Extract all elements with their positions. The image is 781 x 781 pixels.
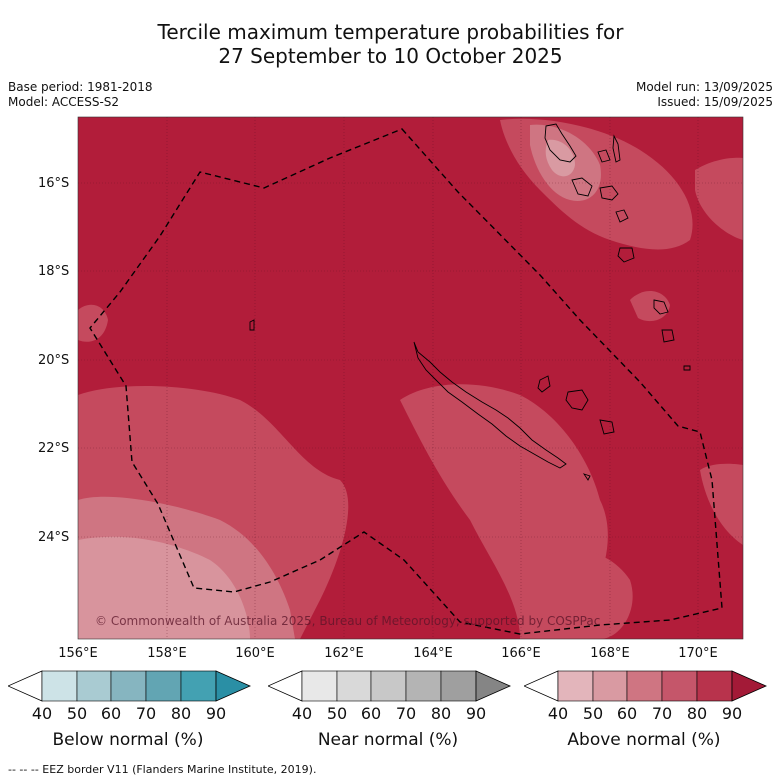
cbar-near-seg-1 [301, 670, 338, 702]
vanuatu-tanna [653, 299, 669, 315]
cbar-above-seg-5 [696, 670, 733, 702]
small-islet-1 [683, 365, 691, 371]
model-run: Model run: 13/09/2025 [635, 80, 773, 94]
cbar-above-seg-1 [557, 670, 594, 702]
cbar-above-label: Above normal (%) [567, 730, 721, 750]
cbar-above-min-tip [524, 670, 559, 702]
tick: 80 [170, 704, 192, 723]
title-line-1: Tercile maximum temperature probabilitie… [157, 20, 624, 44]
cbar-below-min-tip [8, 670, 43, 702]
loyalty-island-2 [565, 389, 589, 411]
base-period: Base period: 1981-2018 [8, 80, 153, 94]
zone-above-50 [78, 536, 250, 639]
small-islet-2 [582, 473, 591, 481]
issued-date: Issued: 15/09/2025 [657, 95, 773, 109]
tick: 60 [360, 704, 382, 723]
land-outlines [249, 123, 691, 481]
meta-left: Base period: 1981-2018 Model: ACCESS-S2 [8, 80, 153, 110]
vanuatu-pentecost [597, 149, 611, 163]
loyalty-island-3 [599, 419, 615, 435]
zone-se-edge-70 [700, 463, 743, 545]
lat-label-16s: 16°S [38, 176, 70, 191]
lon-label-156e: 156°E [58, 646, 98, 661]
cbar-above-seg-2 [592, 670, 628, 702]
cbar-below-max-tip [215, 670, 251, 702]
tick: 80 [430, 704, 452, 723]
cbar-below-seg-1 [41, 670, 78, 702]
tick: 60 [616, 704, 638, 723]
colorbar-near-normal [268, 670, 511, 702]
title-line-2: 27 September to 10 October 2025 [218, 44, 563, 68]
cbar-above-max-tip [731, 670, 767, 702]
tick: 40 [291, 704, 313, 723]
tick: 90 [205, 704, 227, 723]
zone-west-70 [78, 304, 108, 342]
lon-label-166e: 166°E [501, 646, 541, 661]
vanuatu-erromango [617, 247, 635, 263]
graticule [78, 117, 743, 639]
cbar-below-seg-5 [180, 670, 217, 702]
cbar-near-seg-5 [440, 670, 477, 702]
tick: 60 [100, 704, 122, 723]
new-caledonia-outline [413, 341, 567, 469]
lon-label-164e: 164°E [413, 646, 453, 661]
lon-label-162e: 162°E [324, 646, 364, 661]
vanuatu-efate [615, 209, 629, 223]
eez-footer-note: -- -- -- EEZ border V11 (Flanders Marine… [8, 763, 317, 776]
lat-label-20s: 20°S [38, 353, 70, 368]
tick: 50 [66, 704, 88, 723]
lon-label-170e: 170°E [678, 646, 718, 661]
cbar-near-seg-3 [370, 670, 407, 702]
cbar-above-seg-4 [661, 670, 698, 702]
lon-label-160e: 160°E [235, 646, 275, 661]
vanuatu-aneityum [661, 329, 675, 343]
tick: 40 [31, 704, 53, 723]
zone-east-edge-70 [695, 157, 743, 240]
tick: 70 [135, 704, 157, 723]
cbar-below-label: Below normal (%) [52, 730, 204, 750]
zone-northeast-50 [545, 139, 575, 177]
lon-label-168e: 168°E [590, 646, 630, 661]
eez-border [89, 128, 723, 635]
tick: 70 [651, 704, 673, 723]
cbar-near-min-tip [268, 670, 303, 702]
tick: 40 [547, 704, 569, 723]
tick: 50 [582, 704, 604, 723]
lat-label-18s: 18°S [38, 264, 70, 279]
copyright-notice: © Commonwealth of Australia 2025, Bureau… [95, 614, 601, 628]
cbar-below-seg-4 [145, 670, 182, 702]
small-islet-3 [249, 319, 255, 331]
colorbar-above-normal [524, 670, 767, 702]
cbar-near-max-tip [475, 670, 511, 702]
vanuatu-espiritu-santo [544, 123, 577, 163]
zone-southeast-70 [540, 549, 633, 639]
cbar-near-label: Near normal (%) [317, 730, 459, 750]
model-name: Model: ACCESS-S2 [8, 95, 120, 109]
chart-title: Tercile maximum temperature probabilitie… [0, 20, 781, 68]
tick: 50 [326, 704, 348, 723]
lon-label-158e: 158°E [147, 646, 187, 661]
tick: 90 [721, 704, 743, 723]
vanuatu-malakula [571, 177, 593, 197]
tick: 90 [465, 704, 487, 723]
cbar-near-seg-4 [405, 670, 442, 702]
cbar-below-seg-2 [76, 670, 112, 702]
cbar-below-seg-3 [110, 670, 147, 702]
cbar-near-seg-2 [336, 670, 372, 702]
vanuatu-epi [599, 185, 619, 201]
lat-label-24s: 24°S [38, 530, 70, 545]
vanuatu-maewo [612, 134, 621, 163]
tick: 70 [395, 704, 417, 723]
cbar-above-seg-3 [626, 670, 663, 702]
tick: 80 [686, 704, 708, 723]
loyalty-island-1 [537, 375, 551, 393]
colorbar-below-normal [8, 670, 251, 702]
meta-right: Model run: 13/09/2025 Issued: 15/09/2025 [636, 80, 773, 110]
lat-label-22s: 22°S [38, 441, 70, 456]
